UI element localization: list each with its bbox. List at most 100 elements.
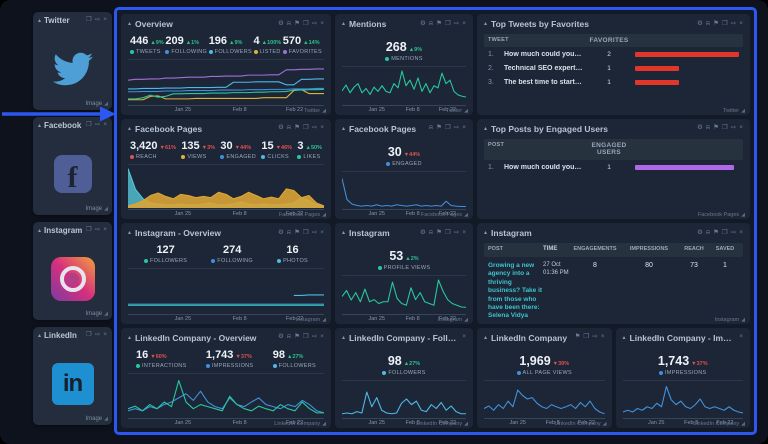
flag-icon[interactable]: ⚑ xyxy=(713,228,719,236)
collapse-icon[interactable]: ▴ xyxy=(342,230,346,236)
flag-icon[interactable]: ⚑ xyxy=(436,124,442,132)
widget-header[interactable]: ▴ Mentions ⚙ ⍾ ⚑ ❐ ⇨ × xyxy=(342,16,466,32)
collapse-icon[interactable]: ▴ xyxy=(38,122,42,129)
widget-header[interactable]: ▴ Instagram ⚙ ⍾ ⚑ ❐ ⇨ × xyxy=(342,225,466,241)
resize-handle-icon[interactable]: ◢ xyxy=(322,212,326,218)
collapse-icon[interactable]: ▴ xyxy=(38,332,42,339)
bell-icon[interactable]: ⍾ xyxy=(705,124,711,132)
close-icon[interactable]: × xyxy=(320,333,324,341)
resize-handle-icon[interactable]: ◢ xyxy=(322,316,326,323)
flag-icon[interactable]: ⚑ xyxy=(294,333,300,341)
flag-icon[interactable]: ⚑ xyxy=(294,19,300,27)
bell-icon[interactable]: ⍾ xyxy=(428,228,434,236)
share-icon[interactable]: ⇨ xyxy=(453,124,460,132)
resize-handle-icon[interactable]: ◢ xyxy=(741,212,745,218)
duplicate-icon[interactable]: ❐ xyxy=(721,124,728,132)
gear-icon[interactable]: ⚙ xyxy=(419,228,426,236)
gear-icon[interactable]: ⚙ xyxy=(419,19,426,27)
widget-header[interactable]: ▴ LinkedIn ❐ ⇨ × xyxy=(33,327,112,342)
flag-icon[interactable]: ⚑ xyxy=(294,124,300,132)
widget-header[interactable]: ▴ Top Posts by Engaged Users ⚙ ⍾ ⚑ ❐ ⇨ × xyxy=(484,121,743,137)
resize-handle-icon[interactable]: ◢ xyxy=(741,316,745,323)
duplicate-icon[interactable]: ❐ xyxy=(85,226,92,234)
bell-icon[interactable]: ⍾ xyxy=(705,228,711,236)
share-icon[interactable]: ⇨ xyxy=(311,124,318,132)
bell-icon[interactable]: ⍾ xyxy=(428,124,434,132)
tweet-text[interactable]: How much could you improve as an… xyxy=(504,51,583,58)
collapse-icon[interactable]: ▴ xyxy=(38,17,42,24)
share-icon[interactable]: ⇨ xyxy=(730,19,737,27)
bell-icon[interactable]: ⍾ xyxy=(705,19,711,27)
share-icon[interactable]: ⇨ xyxy=(311,228,318,236)
collapse-icon[interactable]: ▴ xyxy=(38,227,42,234)
resize-handle-icon[interactable]: ◢ xyxy=(464,107,468,114)
collapse-icon[interactable]: ▴ xyxy=(128,125,132,132)
duplicate-icon[interactable]: ❐ xyxy=(302,19,309,27)
bell-icon[interactable]: ⍾ xyxy=(286,333,292,341)
close-icon[interactable]: × xyxy=(462,19,466,27)
collapse-icon[interactable]: ▴ xyxy=(622,334,626,341)
widget-header[interactable]: ▴ Facebook Pages ⍾ ⚑ ❐ ⇨ × xyxy=(342,121,466,137)
flag-icon[interactable]: ⚑ xyxy=(436,19,442,27)
flag-icon[interactable]: ⚑ xyxy=(713,19,719,27)
collapse-icon[interactable]: ▴ xyxy=(342,125,346,132)
gear-icon[interactable]: ⚙ xyxy=(696,19,703,27)
collapse-icon[interactable]: ▴ xyxy=(128,230,132,236)
flag-icon[interactable]: ⚑ xyxy=(436,228,442,236)
duplicate-icon[interactable]: ❐ xyxy=(444,228,451,236)
resize-handle-icon[interactable]: ◢ xyxy=(602,421,607,427)
close-icon[interactable]: × xyxy=(103,226,107,234)
duplicate-icon[interactable]: ❐ xyxy=(721,19,728,27)
bell-icon[interactable]: ⍾ xyxy=(286,19,292,27)
duplicate-icon[interactable]: ❐ xyxy=(302,124,309,132)
duplicate-icon[interactable]: ❐ xyxy=(85,16,92,24)
duplicate-icon[interactable]: ❐ xyxy=(583,333,590,341)
close-icon[interactable]: × xyxy=(462,333,466,341)
collapse-icon[interactable]: ▴ xyxy=(128,334,132,341)
gear-icon[interactable]: ⚙ xyxy=(696,228,703,236)
collapse-icon[interactable]: ▴ xyxy=(484,21,488,27)
resize-handle-icon[interactable]: ◢ xyxy=(464,212,468,218)
resize-handle-icon[interactable]: ◢ xyxy=(104,416,108,422)
close-icon[interactable]: × xyxy=(103,331,107,339)
collapse-icon[interactable]: ▴ xyxy=(484,125,488,132)
resize-handle-icon[interactable]: ◢ xyxy=(322,107,326,114)
share-icon[interactable]: ⇨ xyxy=(453,228,460,236)
widget-header[interactable]: ▴ Facebook Pages ⚙ ⍾ ⚑ ❐ ⇨ × xyxy=(128,121,324,137)
bell-icon[interactable]: ⍾ xyxy=(286,228,292,236)
resize-handle-icon[interactable]: ◢ xyxy=(741,107,745,114)
collapse-icon[interactable]: ▴ xyxy=(342,334,346,341)
collapse-icon[interactable]: ▴ xyxy=(484,230,488,236)
widget-header[interactable]: ▴ Overview ⚙ ⍾ ⚑ ❐ ⇨ × xyxy=(128,16,324,32)
share-icon[interactable]: ⇨ xyxy=(311,333,318,341)
resize-handle-icon[interactable]: ◢ xyxy=(741,421,745,427)
gear-icon[interactable]: ⚙ xyxy=(277,19,284,27)
share-icon[interactable]: ⇨ xyxy=(94,226,101,234)
collapse-icon[interactable]: ▴ xyxy=(484,334,488,341)
close-icon[interactable]: × xyxy=(320,124,324,132)
table-row[interactable]: 3. The best time to start a content str…… xyxy=(484,75,743,89)
close-icon[interactable]: × xyxy=(739,228,743,236)
resize-handle-icon[interactable]: ◢ xyxy=(322,421,326,427)
flag-icon[interactable]: ⚑ xyxy=(574,333,581,341)
close-icon[interactable]: × xyxy=(600,333,605,341)
duplicate-icon[interactable]: ❐ xyxy=(85,331,92,339)
post-text[interactable]: How much could you improve your … xyxy=(504,164,583,172)
close-icon[interactable]: × xyxy=(320,19,324,27)
gear-icon[interactable]: ⚙ xyxy=(277,124,284,132)
widget-header[interactable]: ▴ Instagram ❐ ⇨ × xyxy=(33,222,112,237)
close-icon[interactable]: × xyxy=(462,124,466,132)
share-icon[interactable]: ⇨ xyxy=(94,121,101,129)
share-icon[interactable]: ⇨ xyxy=(94,16,101,24)
share-icon[interactable]: ⇨ xyxy=(311,19,318,27)
collapse-icon[interactable]: ▴ xyxy=(342,21,346,27)
close-icon[interactable]: × xyxy=(320,228,324,236)
share-icon[interactable]: ⇨ xyxy=(94,331,101,339)
resize-handle-icon[interactable]: ◢ xyxy=(104,206,108,212)
gear-icon[interactable]: ⚙ xyxy=(277,333,284,341)
gear-icon[interactable]: ⚙ xyxy=(277,228,284,236)
bell-icon[interactable]: ⍾ xyxy=(286,124,292,132)
table-row[interactable]: 2. Technical SEO expert Mercy Janaki j… … xyxy=(484,61,743,75)
close-icon[interactable]: × xyxy=(739,124,743,132)
resize-handle-icon[interactable]: ◢ xyxy=(464,316,468,323)
